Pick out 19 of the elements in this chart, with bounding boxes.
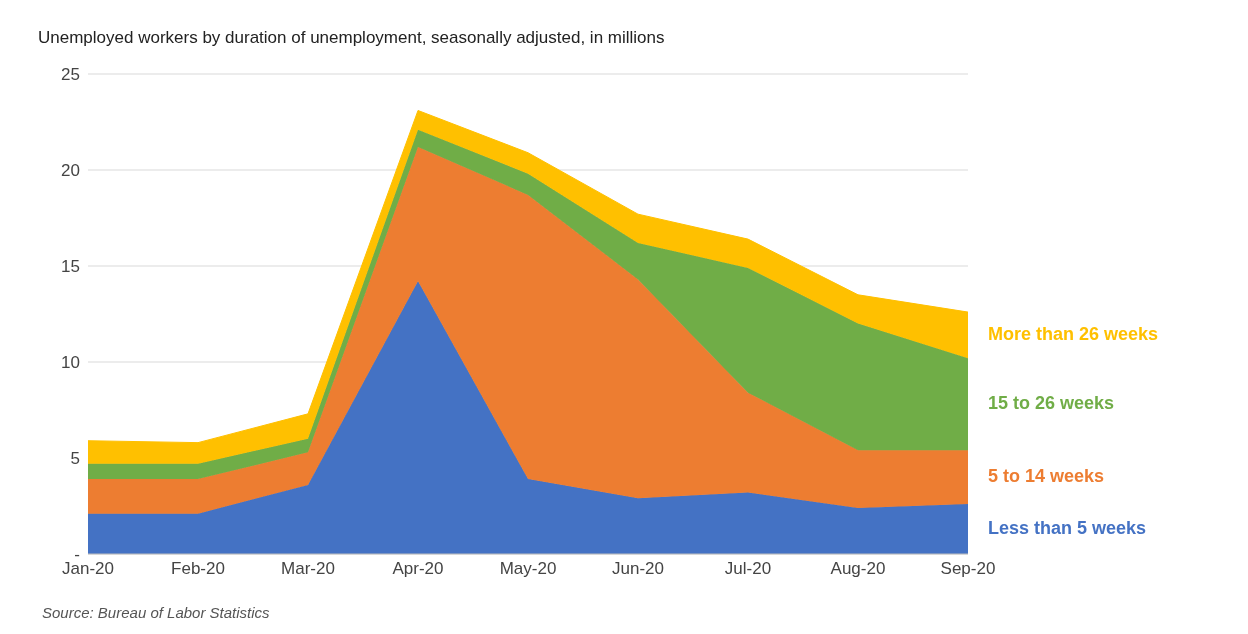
x-tick-label: Mar-20 <box>281 559 335 579</box>
series-label: 5 to 14 weeks <box>988 466 1105 488</box>
x-tick-label: Sep-20 <box>940 559 996 579</box>
series-label: More than 26 weeks <box>988 324 1159 346</box>
y-tick-label: 10 <box>61 353 80 373</box>
x-tick-label: Jun-20 <box>612 559 664 579</box>
x-tick-label: Aug-20 <box>830 559 886 579</box>
x-tick-label: May-20 <box>499 559 557 579</box>
chart-title: Unemployed workers by duration of unemployment, seasonally adjusted, in millions <box>37 27 666 49</box>
x-tick-label: Jul-20 <box>724 559 772 579</box>
y-tick-label: 15 <box>61 257 80 277</box>
series-label: Less than 5 weeks <box>988 518 1147 540</box>
y-tick-label: 5 <box>70 449 80 469</box>
y-tick-label: 20 <box>61 161 80 181</box>
x-tick-label: Apr-20 <box>392 559 444 579</box>
x-tick-label: Feb-20 <box>171 559 225 579</box>
y-tick-label: 25 <box>61 65 80 85</box>
source-note: Source: Bureau of Labor Statistics <box>41 604 271 621</box>
series-label: 15 to 26 weeks <box>988 393 1115 415</box>
